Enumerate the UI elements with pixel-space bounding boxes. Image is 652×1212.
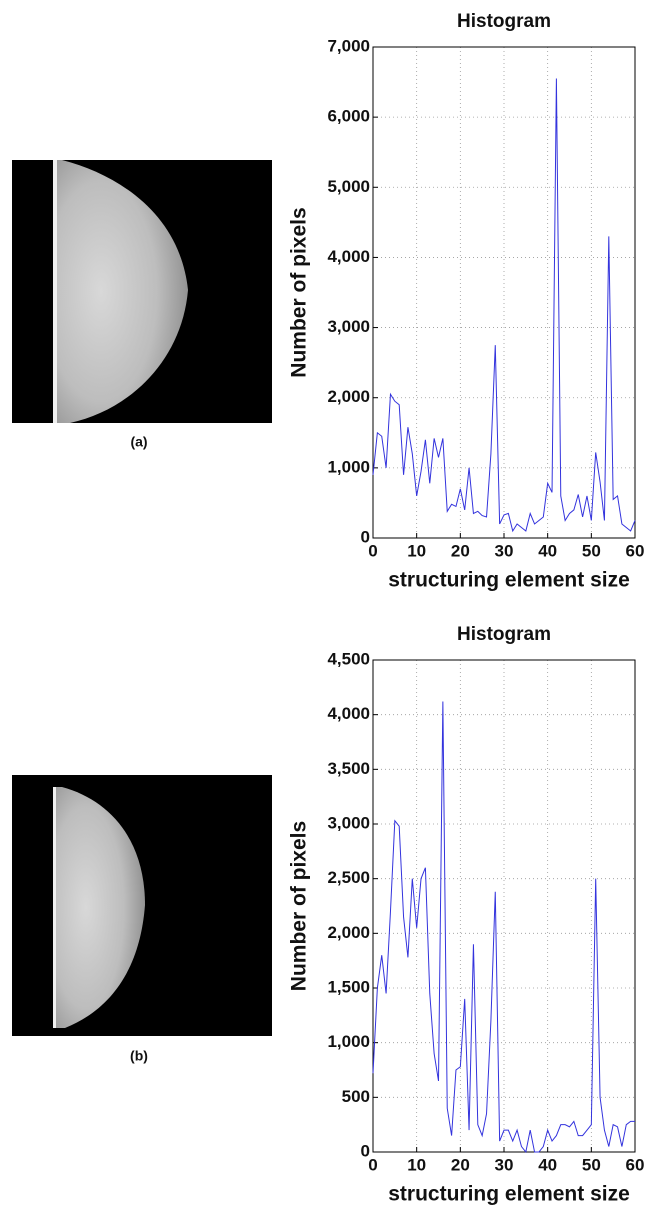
x-tick-label: 30 [495,1155,514,1174]
y-axis-label: Number of pixels [288,207,311,377]
caption: (b) [130,1048,148,1064]
x-tick-label: 40 [538,541,557,560]
y-tick-label: 2,000 [327,923,370,942]
y-tick-label: 2,000 [327,387,370,406]
plot-frame [373,47,635,538]
y-tick-label: 4,000 [327,247,370,266]
x-tick-label: 20 [451,541,470,560]
x-tick-label: 50 [582,541,601,560]
x-tick-label: 10 [407,541,426,560]
chart-title: Histogram [457,624,551,645]
x-tick-label: 40 [538,1155,557,1174]
x-axis-label: structuring element size [388,569,630,592]
y-axis-label: Number of pixels [288,821,311,991]
figure: (a) (b) Histogram structuring element siz… [0,0,652,1207]
x-axis-label: structuring element size [388,1183,630,1206]
y-tick-label: 1,000 [327,457,370,476]
x-tick-label: 0 [368,541,377,560]
y-tick-label: 2,500 [327,868,370,887]
caption: (a) [130,434,147,450]
y-tick-label: 1,000 [327,1032,370,1051]
y-tick-label: 500 [342,1087,370,1106]
x-tick-label: 20 [451,1155,470,1174]
x-tick-label: 50 [582,1155,601,1174]
y-tick-label: 4,000 [327,704,370,723]
y-tick-label: 3,500 [327,759,370,778]
x-tick-label: 60 [626,541,645,560]
y-tick-label: 3,000 [327,813,370,832]
x-tick-label: 0 [368,1155,377,1174]
x-tick-label: 30 [495,541,514,560]
y-tick-label: 4,500 [327,649,370,668]
y-tick-label: 6,000 [327,107,370,126]
chart-title: Histogram [457,11,551,32]
y-tick-label: 3,000 [327,317,370,336]
y-tick-label: 5,000 [327,177,370,196]
y-tick-label: 1,500 [327,977,370,996]
y-tick-label: 7,000 [327,36,370,55]
image-b [12,775,272,1036]
x-tick-label: 60 [626,1155,645,1174]
x-tick-label: 10 [407,1155,426,1174]
image-a [12,160,272,423]
